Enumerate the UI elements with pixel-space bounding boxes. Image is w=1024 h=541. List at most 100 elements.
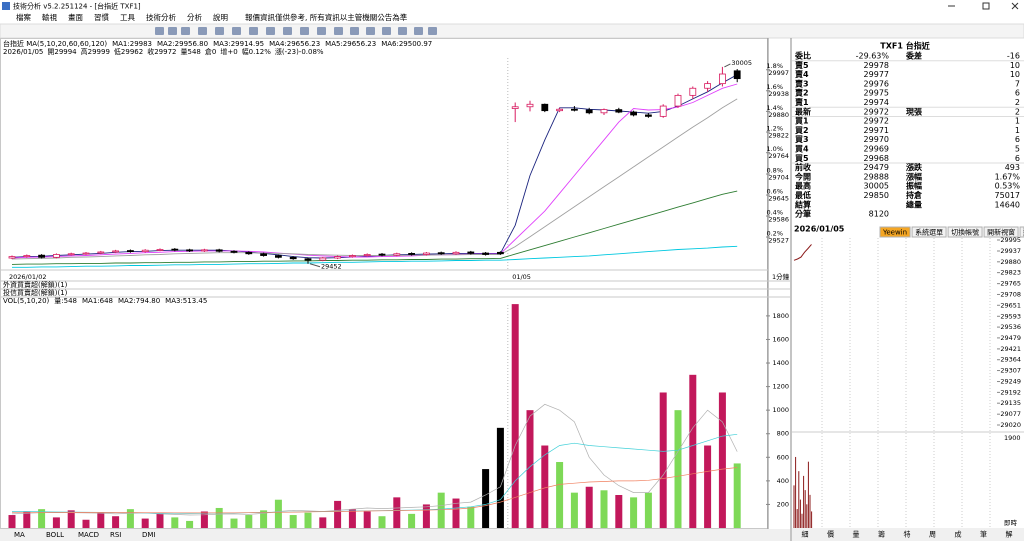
tool-icon[interactable] <box>382 27 391 35</box>
window-button[interactable]: 切換帳號 <box>947 226 983 238</box>
quote-value: 29972 <box>864 117 889 126</box>
tool-icon[interactable] <box>168 27 177 35</box>
window-button[interactable]: 還 <box>1019 226 1024 238</box>
tool-icon[interactable] <box>249 27 258 35</box>
quote-label: 最新 <box>795 106 811 116</box>
quote-volume: 2 <box>1015 98 1020 107</box>
quote-label: 委差 <box>905 51 922 61</box>
menu-item[interactable]: 畫面 <box>68 12 83 22</box>
tool-icon[interactable] <box>215 27 224 35</box>
quote-tab[interactable]: 周 <box>929 531 936 539</box>
quote-tab[interactable]: 筆 <box>980 530 987 539</box>
quote-tab[interactable]: 特 <box>904 530 911 539</box>
maximize-button[interactable] <box>982 2 990 10</box>
quote-value: 29978 <box>864 61 889 70</box>
tool-icon[interactable] <box>300 27 309 35</box>
tool-icon[interactable] <box>181 27 190 35</box>
indicator-tab[interactable]: DMI <box>142 531 156 539</box>
legend-entry: MA5:29656.23 <box>325 40 376 48</box>
tool-icon[interactable] <box>398 27 407 35</box>
y-tick-label: 1200 <box>772 383 789 391</box>
quote-tab[interactable]: 細 <box>802 530 809 539</box>
button-bg[interactable] <box>911 226 947 238</box>
tool-icon[interactable] <box>155 27 164 35</box>
quote-label: 買4 <box>795 145 809 154</box>
price-ladder: 29708 <box>1000 290 1021 298</box>
volume-bar <box>704 445 712 528</box>
tool-icon[interactable] <box>283 27 292 35</box>
button-label[interactable]: 系統選單 <box>915 228 943 237</box>
indicator-tab[interactable]: MA <box>14 531 25 539</box>
candle-body <box>571 108 578 111</box>
window-button[interactable]: 系統選單 <box>911 226 947 238</box>
tool-icon[interactable] <box>266 27 275 35</box>
button-label[interactable]: 開新視窗 <box>987 228 1015 237</box>
tool-icon[interactable] <box>198 27 207 35</box>
window-button[interactable]: Yeewin <box>879 226 911 238</box>
button-label[interactable]: 切換帳號 <box>951 228 979 237</box>
legend-entry: 量:548 <box>54 297 77 305</box>
menu-item[interactable]: 分析 <box>187 12 202 22</box>
quote-label: 今開 <box>794 171 811 181</box>
volume-bar <box>393 497 401 528</box>
footer-label: 即時 <box>1004 519 1018 527</box>
y-tick-label: 29586 <box>768 216 789 224</box>
button-bg[interactable] <box>947 226 983 238</box>
button-bg[interactable] <box>879 226 911 238</box>
quote-value: 29969 <box>864 145 889 154</box>
candle-body <box>245 251 253 255</box>
window-title: 技術分析 v5.2.251124 - [台指近 TXF1] <box>13 2 141 11</box>
y-tick-label: 29997 <box>768 69 789 77</box>
menu-item[interactable]: 技術分析 <box>146 12 176 22</box>
tool-icon[interactable] <box>350 27 359 35</box>
notice: 報價資訊僅供參考, 所有資訊以主管機關公告為準 <box>245 12 408 22</box>
menu-item[interactable]: 檔案 <box>16 12 31 22</box>
tool-icon[interactable] <box>414 27 423 35</box>
volume-ma-line <box>12 467 738 514</box>
tool-icon[interactable] <box>366 27 375 35</box>
button-bg[interactable] <box>983 226 1019 238</box>
price-ladder: 29421 <box>1000 345 1021 353</box>
indicator-tab[interactable]: MACD <box>78 531 99 539</box>
quote-label: 持倉 <box>906 190 922 200</box>
high-label: 30005 <box>731 59 752 67</box>
candle-body <box>141 249 149 253</box>
low-label: 29452 <box>321 263 342 271</box>
tool-icon[interactable] <box>428 27 437 35</box>
menu-item[interactable]: 習慣 <box>94 12 109 22</box>
price-ladder: 29823 <box>1000 269 1021 277</box>
window-button[interactable]: 開新視窗 <box>983 226 1019 238</box>
button-bg[interactable] <box>1019 226 1024 238</box>
menu-item[interactable]: 工具 <box>120 13 135 22</box>
quote-tab[interactable]: 量 <box>853 531 860 539</box>
indicator-tab[interactable]: BOLL <box>46 531 64 539</box>
tool-icon[interactable] <box>232 27 241 35</box>
volume-bar <box>319 517 327 528</box>
volume-bar <box>541 445 549 528</box>
y-tick-label: 1000 <box>772 406 789 414</box>
menu-item[interactable]: 輸視 <box>42 12 57 22</box>
quote-value: 8120 <box>869 210 889 219</box>
tool-icon[interactable] <box>317 27 326 35</box>
volume-bar <box>8 515 16 528</box>
quote-tab[interactable]: 籌 <box>878 530 885 539</box>
price-ladder: 29937 <box>1000 247 1021 255</box>
volume-bar <box>659 392 667 528</box>
y-tick-pct: 1.4% <box>766 104 783 112</box>
volume-bar <box>230 518 238 528</box>
close-button[interactable] <box>1011 2 1019 10</box>
button-label[interactable]: Yeewin <box>882 229 907 237</box>
quote-tab[interactable]: 價 <box>827 530 834 539</box>
tool-icon[interactable] <box>334 27 343 35</box>
volume-bar <box>52 517 60 528</box>
quote-label: 賣2 <box>795 88 809 98</box>
legend-entry: MA1:648 <box>82 297 113 305</box>
volume-bar <box>467 506 475 528</box>
indicator-tab[interactable]: RSI <box>110 531 121 539</box>
menu-item[interactable]: 說明 <box>213 12 228 22</box>
candle-body <box>38 254 45 258</box>
quote-tab[interactable]: 成 <box>955 530 962 539</box>
volume-bar <box>200 511 208 528</box>
candle-body <box>689 87 697 96</box>
quote-tab[interactable]: 解 <box>1006 530 1013 539</box>
